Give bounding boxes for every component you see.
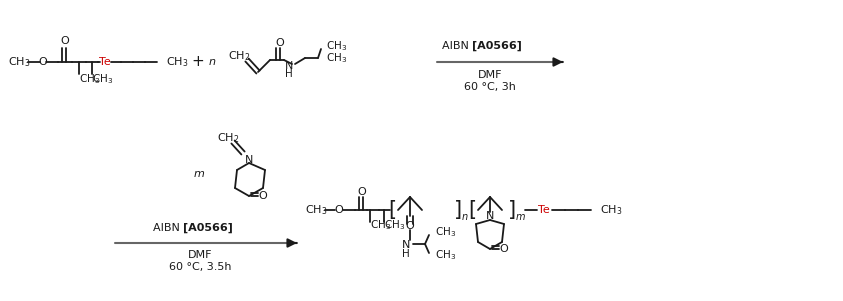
Text: [A0566]: [A0566] — [183, 223, 233, 233]
Text: CH$_3$: CH$_3$ — [435, 248, 456, 262]
Text: m: m — [194, 169, 205, 179]
Text: H: H — [402, 249, 410, 259]
Text: O: O — [259, 191, 267, 201]
Text: ]: ] — [508, 200, 516, 220]
Text: n: n — [462, 212, 468, 222]
Text: CH$_3$: CH$_3$ — [305, 203, 327, 217]
Text: N: N — [285, 61, 293, 71]
Text: N: N — [402, 240, 411, 250]
Text: DMF: DMF — [188, 250, 212, 260]
Text: CH$_3$: CH$_3$ — [79, 72, 100, 86]
Text: n: n — [208, 57, 216, 67]
Text: DMF: DMF — [478, 70, 502, 80]
Text: 60 °C, 3h: 60 °C, 3h — [464, 82, 516, 92]
Text: N: N — [486, 211, 494, 221]
Text: AIBN: AIBN — [153, 223, 183, 233]
Text: O: O — [276, 38, 284, 48]
Text: m: m — [515, 212, 524, 222]
Text: AIBN: AIBN — [442, 41, 472, 51]
Text: 60 °C, 3.5h: 60 °C, 3.5h — [169, 262, 231, 272]
Text: [A0566]: [A0566] — [472, 41, 522, 51]
Text: Te: Te — [99, 57, 111, 67]
Text: [: [ — [468, 200, 476, 220]
Text: CH$_3$: CH$_3$ — [166, 55, 189, 69]
Text: CH$_2$: CH$_2$ — [228, 49, 250, 63]
Text: CH$_3$: CH$_3$ — [8, 55, 30, 69]
Text: O: O — [357, 187, 367, 197]
Text: N: N — [244, 155, 253, 165]
Text: CH$_3$: CH$_3$ — [384, 218, 405, 232]
Text: CH$_3$: CH$_3$ — [92, 72, 113, 86]
Text: CH$_3$: CH$_3$ — [370, 218, 391, 232]
Text: Te: Te — [538, 205, 550, 215]
Text: CH$_3$: CH$_3$ — [326, 51, 347, 65]
Text: O: O — [39, 57, 47, 67]
Text: CH$_2$: CH$_2$ — [217, 131, 239, 145]
Text: CH$_3$: CH$_3$ — [326, 39, 347, 53]
Text: H: H — [285, 69, 293, 79]
Text: O: O — [61, 36, 69, 46]
Text: O: O — [335, 205, 343, 215]
Text: CH$_3$: CH$_3$ — [435, 225, 456, 239]
Text: ]: ] — [454, 200, 462, 220]
Text: O: O — [500, 244, 508, 254]
Text: +: + — [191, 54, 204, 70]
Text: CH$_3$: CH$_3$ — [600, 203, 622, 217]
Text: O: O — [405, 221, 415, 231]
Text: [: [ — [388, 200, 396, 220]
